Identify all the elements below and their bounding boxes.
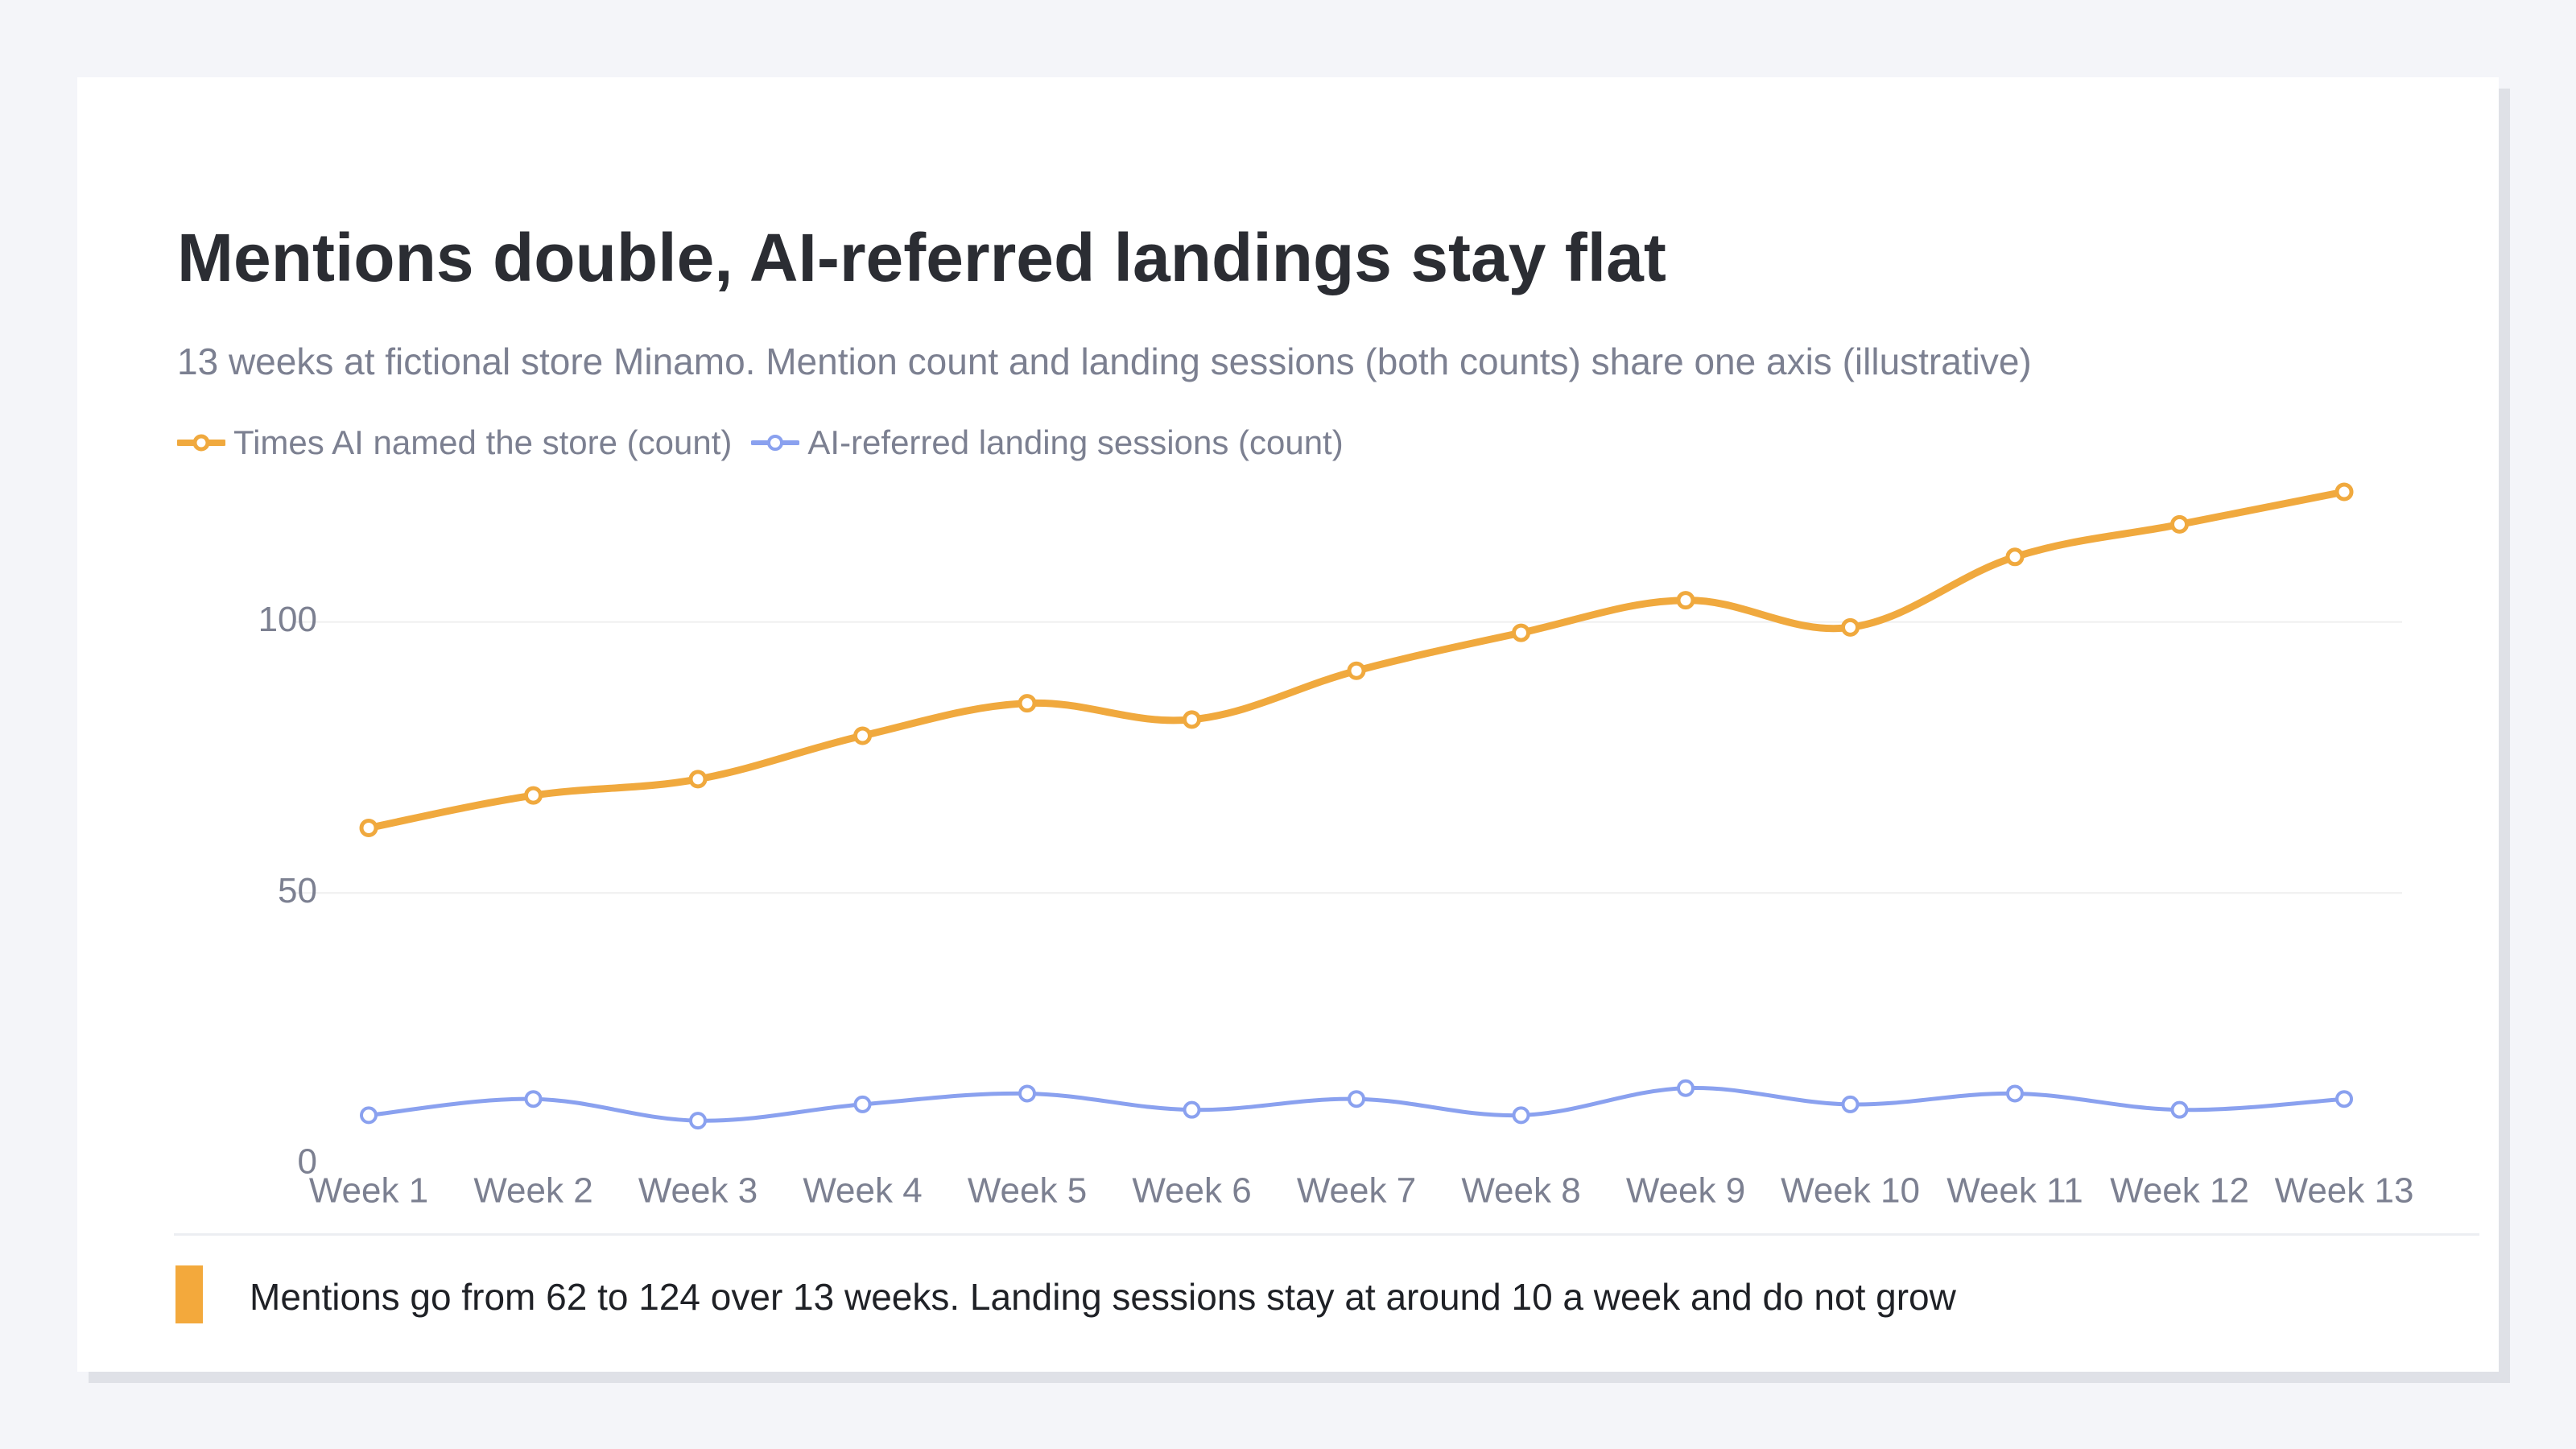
legend-label-mentions: Times AI named the store (count) [233, 423, 733, 461]
data-point[interactable] [1841, 617, 1860, 637]
x-tick-label: Week 13 [2275, 1171, 2414, 1211]
legend-swatch-mentions [177, 434, 225, 452]
x-tick-label: Week 3 [638, 1171, 758, 1211]
chart-subtitle: 13 weeks at fictional store Minamo. Ment… [177, 341, 2032, 382]
legend-swatch-landings [751, 435, 800, 451]
data-point[interactable] [1018, 1084, 1036, 1103]
data-point[interactable] [1347, 661, 1366, 680]
y-tick-label: 50 [278, 871, 317, 910]
x-tick-label: Week 6 [1132, 1171, 1251, 1211]
footer-note: Mentions go from 62 to 124 over 13 weeks… [250, 1276, 1956, 1318]
chart-title: Mentions double, AI-referred landings st… [177, 220, 1666, 295]
data-point[interactable] [2335, 1090, 2353, 1108]
y-gridlines: 0 50 100 [258, 600, 2402, 1182]
data-point[interactable] [2334, 482, 2354, 502]
data-point[interactable] [1183, 1100, 1201, 1119]
data-point[interactable] [689, 1112, 707, 1130]
data-point[interactable] [2170, 1100, 2189, 1119]
series-landings [360, 1079, 2353, 1130]
data-point[interactable] [1183, 710, 1201, 729]
data-point[interactable] [1512, 623, 1530, 642]
x-tick-label: Week 2 [473, 1171, 592, 1211]
footer-divider [174, 1233, 2479, 1236]
footer-accent-marker [175, 1265, 203, 1323]
data-point[interactable] [360, 1106, 378, 1125]
x-tick-label: Week 5 [968, 1171, 1087, 1211]
y-tick-label: 0 [298, 1142, 317, 1182]
data-point[interactable] [2006, 1084, 2024, 1103]
data-point[interactable] [1841, 1095, 1860, 1113]
series-line [365, 488, 2348, 832]
x-tick-label: Week 12 [2110, 1171, 2249, 1211]
x-axis: Week 1 Week 2 Week 3 Week 4 Week 5 Week 6 Week… [309, 1171, 2414, 1211]
data-point[interactable] [853, 726, 872, 745]
x-tick-label: Week 4 [803, 1171, 922, 1211]
data-point[interactable] [524, 1090, 543, 1108]
data-point[interactable] [688, 770, 708, 789]
legend-item-mentions[interactable]: Times AI named the store (count) [177, 423, 732, 462]
x-tick-label: Week 1 [309, 1171, 428, 1211]
data-point[interactable] [1348, 1090, 1365, 1108]
y-tick-label: 100 [258, 600, 317, 639]
x-tick-label: Week 8 [1461, 1171, 1580, 1211]
series-mentions [359, 482, 2354, 837]
x-tick-label: Week 11 [1946, 1171, 2083, 1211]
data-point[interactable] [853, 1095, 872, 1113]
x-tick-label: Week 10 [1781, 1171, 1920, 1211]
data-point[interactable] [1677, 1079, 1695, 1097]
data-point[interactable] [1676, 591, 1695, 610]
chart-legend: Times AI named the store (count) AI-refe… [177, 423, 1363, 462]
data-point[interactable] [1018, 694, 1037, 713]
data-point[interactable] [359, 819, 378, 837]
legend-label-landings: AI-referred landing sessions (count) [807, 423, 1344, 461]
data-point[interactable] [524, 786, 543, 805]
x-tick-label: Week 9 [1626, 1171, 1745, 1211]
chart-card: Mentions double, AI-referred landings st… [77, 77, 2499, 1372]
data-point[interactable] [1512, 1106, 1530, 1125]
data-point[interactable] [2005, 547, 2025, 567]
legend-item-landings[interactable]: AI-referred landing sessions (count) [751, 423, 1344, 462]
x-tick-label: Week 7 [1297, 1171, 1416, 1211]
data-point[interactable] [2170, 514, 2189, 534]
